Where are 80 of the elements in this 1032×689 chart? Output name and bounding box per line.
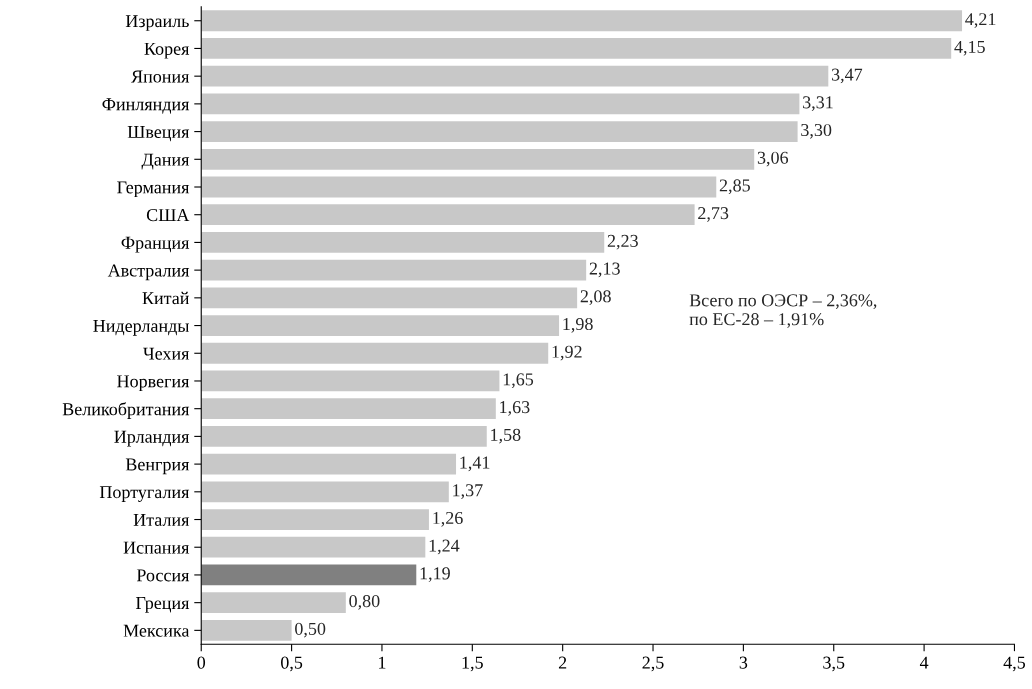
bar <box>201 148 755 170</box>
data-label: 0,80 <box>349 594 380 610</box>
data-label: 1,41 <box>460 456 490 472</box>
bar <box>201 121 798 142</box>
data-label: 1,98 <box>563 317 593 333</box>
data-label: 0,50 <box>295 622 326 638</box>
y-tick-label: Ирландия <box>114 430 190 447</box>
y-tick-label: Норвегия <box>117 375 190 392</box>
bar <box>201 481 449 503</box>
y-tick-label: Япония <box>131 70 190 83</box>
x-tick-label: 0,5 <box>281 656 303 672</box>
bar <box>201 65 829 87</box>
bar <box>201 259 587 281</box>
y-tick-label: Израиль <box>125 15 189 31</box>
bar <box>201 204 695 226</box>
data-label: 2,08 <box>580 290 611 305</box>
data-label: 3,31 <box>803 96 833 111</box>
bar <box>201 10 963 32</box>
y-tick-label: Великобритания <box>62 402 190 419</box>
y-tick-label: Греция <box>135 597 190 613</box>
x-tick-label: 2 <box>558 656 567 669</box>
data-label: 1,26 <box>433 511 463 527</box>
data-label: 3,47 <box>831 68 863 84</box>
bar <box>201 619 292 641</box>
data-label: 2,73 <box>698 207 729 222</box>
data-label: 1,24 <box>429 539 460 555</box>
data-label: 1,19 <box>420 567 450 583</box>
bar <box>201 93 800 115</box>
y-tick-label: Венгрия <box>125 458 190 475</box>
y-tick-label: Франция <box>121 236 190 253</box>
x-tick-label: 3 <box>739 656 748 669</box>
y-tick-label: Финляндия <box>102 98 190 114</box>
data-label: 1,92 <box>552 345 582 361</box>
y-tick-label: Корея <box>144 42 190 59</box>
data-label: 3,06 <box>757 151 789 167</box>
x-tick-label: 3,5 <box>823 656 845 672</box>
x-tick-label: 2,5 <box>642 656 664 672</box>
data-label: 1,63 <box>500 401 530 416</box>
x-tick-label: 0 <box>197 656 206 669</box>
data-label: 2,85 <box>719 179 750 195</box>
data-label: 4,21 <box>965 13 996 28</box>
bar <box>201 370 500 392</box>
x-tick-label: 1,5 <box>462 656 483 672</box>
bar <box>201 564 417 586</box>
bar <box>201 287 578 309</box>
y-tick-label: Германия <box>117 181 190 198</box>
data-label: 3,30 <box>801 123 832 139</box>
y-tick-label: Чехия <box>143 347 190 360</box>
y-tick-label: Нидерланды <box>93 319 190 336</box>
x-tick-label: 4,5 <box>1003 656 1026 672</box>
y-tick-label: Португалия <box>99 486 190 502</box>
bar <box>201 232 605 253</box>
y-tick-label: Китай <box>142 291 190 305</box>
data-label: 1,65 <box>503 373 534 389</box>
bar <box>201 592 346 614</box>
y-tick-label: Испания <box>123 541 190 554</box>
y-tick-label: Мексика <box>123 624 190 637</box>
bar <box>201 342 549 364</box>
data-label: 4,15 <box>954 40 985 56</box>
bar <box>201 315 560 336</box>
y-tick-label: Россия <box>136 569 190 582</box>
bar <box>201 426 487 447</box>
data-label: 1,37 <box>453 484 483 499</box>
data-label: 1,58 <box>491 428 521 444</box>
bar <box>201 38 952 59</box>
y-tick-label: США <box>146 209 190 222</box>
y-tick-label: Австралия <box>107 264 190 281</box>
bar <box>201 176 717 198</box>
bar <box>201 398 496 420</box>
x-tick-label: 1 <box>379 656 386 669</box>
y-tick-label: Италия <box>133 513 190 526</box>
bar <box>201 453 457 475</box>
bar <box>201 536 426 558</box>
y-tick-label: Швеция <box>127 126 190 142</box>
data-label: 2,13 <box>589 262 620 278</box>
data-label: 2,23 <box>607 234 638 250</box>
x-tick-label: 4 <box>919 656 929 669</box>
bar <box>201 509 429 530</box>
y-tick-label: Дания <box>141 153 190 170</box>
annotation: Всего по ОЭСР – 2,36%, по ЕС-28 – 1,91% <box>689 294 877 328</box>
